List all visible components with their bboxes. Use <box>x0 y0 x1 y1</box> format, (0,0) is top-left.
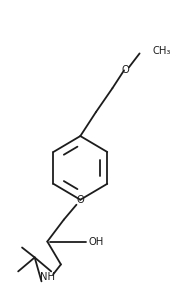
Text: OH: OH <box>88 237 103 246</box>
Text: O: O <box>121 65 129 75</box>
Text: O: O <box>76 195 84 205</box>
Text: CH₃: CH₃ <box>152 47 171 56</box>
Text: NH: NH <box>40 272 55 282</box>
